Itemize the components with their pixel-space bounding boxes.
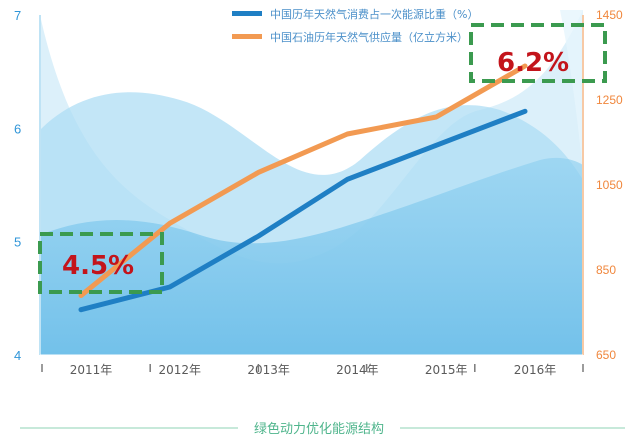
x-tick-label: 2014年 (336, 363, 379, 377)
axes (39, 15, 584, 356)
right-tick-label: 1050 (596, 178, 623, 192)
annotation-box-end (469, 23, 607, 83)
x-tick-label: 2016年 (514, 363, 557, 377)
legend-swatch-proportion (232, 11, 262, 16)
wave-front (40, 157, 583, 355)
x-tick-label: 2012年 (159, 363, 202, 377)
right-tick-label: 1450 (596, 8, 623, 22)
legend-label-proportion: 中国历年天然气消费占一次能源比重（%） (270, 7, 478, 21)
left-tick-label: 7 (14, 8, 21, 23)
annotation-text-start: 4.5% (62, 251, 134, 281)
right-tick-label: 850 (596, 263, 616, 277)
legend-label-supply: 中国石油历年天然气供应量（亿立方米） (270, 30, 468, 44)
annotation-start: 4.5% (38, 232, 164, 294)
x-tick-label: 2011年 (70, 363, 113, 377)
legend-swatch-supply (232, 34, 262, 39)
right-tick-label: 1250 (596, 93, 623, 107)
left-axis-ticks: 4 5 6 7 (14, 8, 21, 363)
annotation-end: 6.2% (469, 23, 607, 83)
x-tick-label: 2013年 (247, 363, 290, 377)
x-tick-label: 2015年 (425, 363, 468, 377)
legend: 中国历年天然气消费占一次能源比重（%） 中国石油历年天然气供应量（亿立方米） (232, 7, 478, 44)
x-axis-ticks: 2011年 2012年 2013年 2014年 2015年 2016年 (41, 363, 584, 377)
wave-right-light (560, 10, 583, 175)
annotation-box-start (38, 232, 164, 294)
footer-text: 绿色动力优化能源结构 (254, 421, 384, 437)
right-axis-ticks: 650 850 1050 1250 1450 (596, 8, 623, 362)
background-waves (40, 10, 583, 355)
right-tick-label: 650 (596, 348, 616, 362)
annotation-text-end: 6.2% (497, 48, 569, 78)
series-line-1 (78, 63, 528, 298)
left-tick-label: 5 (14, 235, 21, 250)
left-tick-label: 4 (14, 348, 21, 363)
footer: 绿色动力优化能源结构 (20, 421, 625, 437)
left-tick-label: 6 (14, 121, 21, 136)
